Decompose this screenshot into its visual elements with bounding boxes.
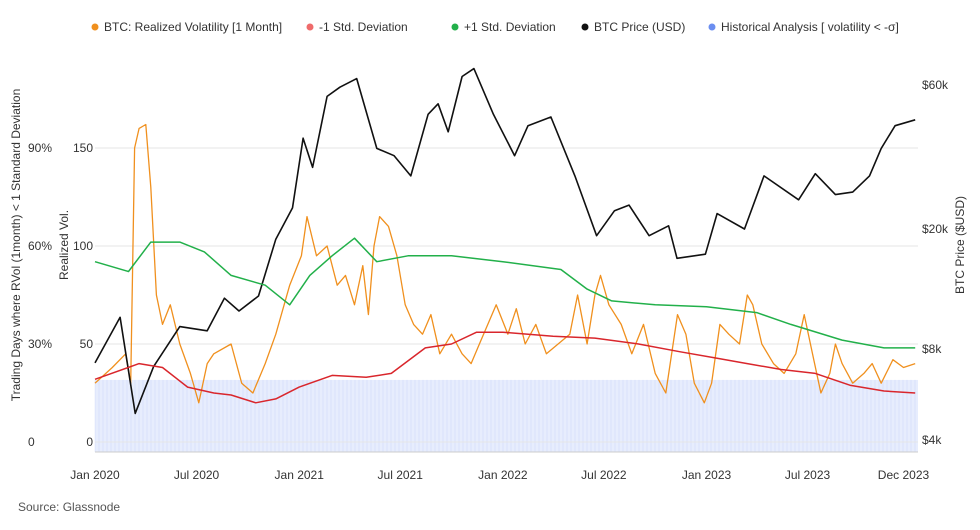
series-plus-1-std-deviation xyxy=(94,237,916,349)
left-outer-tick-label: 60% xyxy=(28,239,52,253)
left-inner-tick-label: 50 xyxy=(80,337,94,351)
historical-analysis-area xyxy=(94,379,918,452)
legend: BTC: Realized Volatility [1 Month] -1 Std… xyxy=(91,20,899,34)
legend-label-hist: Historical Analysis [ volatility < -σ] xyxy=(721,20,899,34)
legend-marker-minus_sd xyxy=(306,23,314,31)
legend-marker-rvol xyxy=(91,23,99,31)
x-tick-label: Jul 2021 xyxy=(378,468,424,482)
left-inner-tick-label: 150 xyxy=(73,141,93,155)
legend-marker-plus_sd xyxy=(451,23,459,31)
series-btc-price xyxy=(94,67,916,415)
right-tick-label: $4k xyxy=(922,433,942,447)
legend-label-minus_sd: -1 Std. Deviation xyxy=(319,20,408,34)
series-minus-1-std-deviation xyxy=(94,331,916,404)
x-tick-label: Jan 2023 xyxy=(682,468,732,482)
x-tick-label: Jul 2020 xyxy=(174,468,220,482)
right-tick-label: $60k xyxy=(922,78,949,92)
x-tick-label: Jul 2022 xyxy=(581,468,627,482)
legend-marker-price xyxy=(581,23,589,31)
left-inner-tick-label: 0 xyxy=(86,435,93,449)
legend-label-rvol: BTC: Realized Volatility [1 Month] xyxy=(104,20,282,34)
left-outer-tick-label: 0 xyxy=(28,435,35,449)
axes: 0 30% 60% 90% 0 50 100 150 $4k $8k $20k $60k Jan 202… xyxy=(9,78,967,482)
left-outer-tick-label: 30% xyxy=(28,337,52,351)
right-axis-title: BTC Price ($USD) xyxy=(953,196,967,294)
x-tick-label: Jan 2022 xyxy=(478,468,528,482)
legend-label-plus_sd: +1 Std. Deviation xyxy=(464,20,556,34)
source-note: Source: Glassnode xyxy=(18,500,121,514)
x-tick-label: Jul 2023 xyxy=(785,468,831,482)
series-realized-volatility xyxy=(94,123,916,404)
historical-analysis-band xyxy=(95,379,918,452)
left-inner-axis-title: Realized Vol. xyxy=(57,210,71,280)
left-outer-axis-title: Trading Days where RVol (1month) < 1 Sta… xyxy=(9,89,23,402)
left-inner-tick-label: 100 xyxy=(73,239,93,253)
x-tick-label: Jan 2021 xyxy=(275,468,325,482)
gridlines xyxy=(95,147,918,453)
left-outer-tick-label: 90% xyxy=(28,141,52,155)
series-lines xyxy=(94,67,916,415)
x-tick-label: Jan 2020 xyxy=(70,468,120,482)
right-tick-label: $8k xyxy=(922,342,942,356)
x-tick-label: Dec 2023 xyxy=(878,468,930,482)
legend-marker-hist xyxy=(708,23,716,31)
right-tick-label: $20k xyxy=(922,222,949,236)
legend-label-price: BTC Price (USD) xyxy=(594,20,685,34)
